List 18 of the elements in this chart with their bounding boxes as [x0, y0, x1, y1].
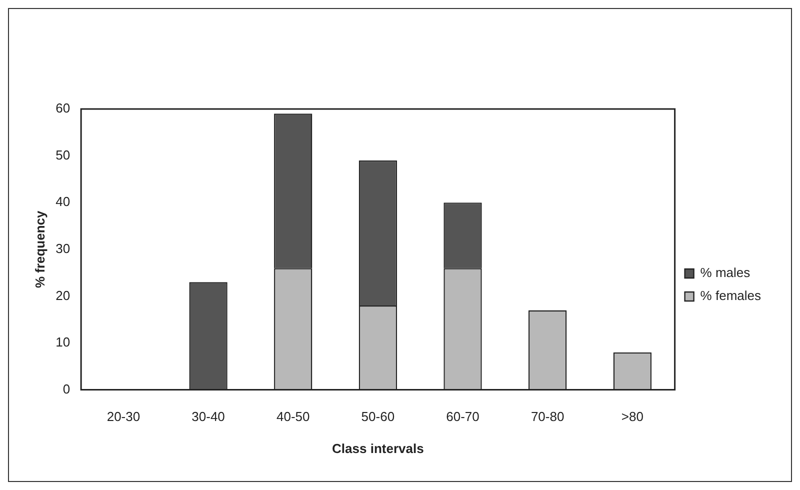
y-tick-label: 40 — [56, 194, 70, 210]
x-tick-label: 20-30 — [106, 409, 140, 424]
y-tick-label: 0 — [62, 381, 70, 396]
x-tick-label: >80 — [621, 409, 644, 424]
y-tick-label: 10 — [56, 334, 70, 350]
legend-label: % females — [700, 288, 762, 304]
legend-label: % males — [700, 265, 751, 280]
x-tick-label: 40-50 — [276, 409, 310, 424]
y-tick-label: 50 — [56, 147, 70, 162]
y-tick-label: 30 — [56, 240, 70, 256]
x-tick-label: 60-70 — [446, 409, 480, 424]
y-tick-label: 20 — [56, 288, 70, 303]
y-tick-label: 60 — [56, 100, 70, 116]
x-tick-label: 30-40 — [192, 409, 225, 424]
y-axis-title: % frequency — [32, 210, 48, 288]
x-tick-label: 70-80 — [530, 409, 564, 424]
x-tick-label: 50-60 — [361, 409, 395, 424]
x-axis-title: Class intervals — [332, 440, 424, 456]
